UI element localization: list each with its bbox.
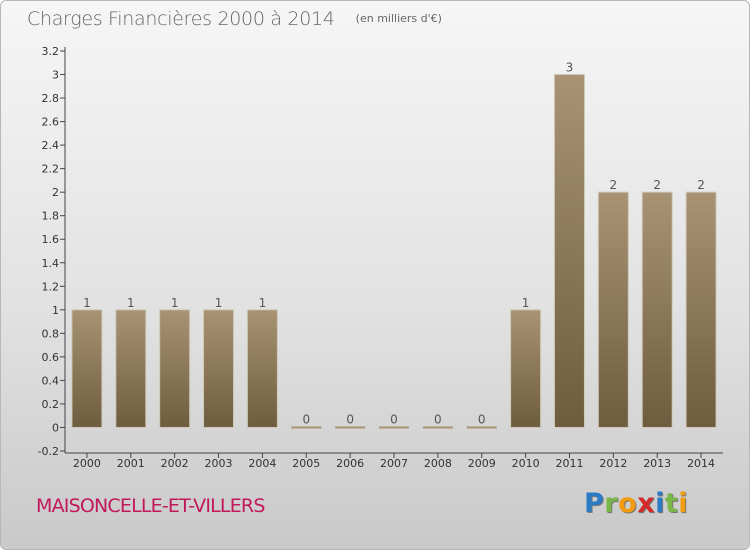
logo-letter: i — [678, 488, 689, 519]
data-label-2005: 0 — [302, 412, 310, 426]
bar-2011 — [553, 74, 585, 428]
x-tick-label-2011: 2011 — [555, 457, 583, 470]
x-tick-label-2009: 2009 — [468, 457, 496, 470]
y-tick-label: 2.4 — [42, 139, 60, 152]
y-tick-label: 2.2 — [42, 163, 60, 176]
y-tick-label: 1.8 — [42, 210, 60, 223]
bar-2002 — [159, 309, 191, 428]
x-tick-label-2012: 2012 — [599, 457, 627, 470]
bar-2003 — [203, 309, 235, 428]
data-label-2001: 1 — [127, 296, 135, 310]
bar-2001 — [115, 309, 147, 428]
y-tick-label: 1.6 — [42, 233, 60, 246]
logo-letter: r — [604, 488, 619, 519]
bar-2005 — [291, 426, 322, 429]
x-tick-label-2013: 2013 — [643, 457, 671, 470]
y-axis: -0.2 0 0.2 0.4 0.6 0.8 1 1.2 1.4 1.6 1.8 2 2.2 2.4 2.6… — [38, 45, 65, 458]
y-tick-label: 0.2 — [42, 398, 60, 411]
logo-letter: t — [664, 488, 679, 519]
chart-title: Charges Financières 2000 à 2014 (en mill… — [27, 8, 442, 30]
y-tick-label: 2.6 — [42, 116, 60, 129]
y-tick-label: 3 — [52, 69, 59, 82]
logo-letter: x — [637, 488, 656, 519]
bar-2012 — [597, 191, 629, 428]
y-tick-label: 2.8 — [42, 92, 60, 105]
bar-2007 — [379, 426, 409, 429]
x-tick-label-2005: 2005 — [292, 457, 320, 470]
x-tick-label-2002: 2002 — [161, 457, 189, 470]
y-tick-label: 1.4 — [42, 257, 60, 270]
data-label-2002: 1 — [171, 296, 179, 310]
y-tick-label: 2 — [52, 186, 59, 199]
bars-group: 1 1 1 1 1 0 0 0 0 0 1 3 2 2 2 — [71, 61, 717, 429]
unit-text: (en milliers d'€) — [355, 12, 442, 25]
data-label-2010: 1 — [522, 296, 530, 310]
y-tick-label: 3.2 — [42, 45, 60, 58]
data-label-2008: 0 — [434, 412, 442, 426]
data-label-2012: 2 — [610, 178, 618, 192]
y-tick-label: -0.2 — [38, 445, 59, 458]
x-tick-label-2006: 2006 — [336, 457, 364, 470]
bar-2008 — [422, 426, 453, 429]
data-label-2007: 0 — [390, 412, 398, 426]
y-tick-label: 1.2 — [42, 280, 60, 293]
x-tick-label-2001: 2001 — [117, 457, 145, 470]
y-tick-label: 0.6 — [42, 351, 60, 364]
x-tick-label-2010: 2010 — [512, 457, 540, 470]
logo-letter: o — [618, 488, 638, 519]
y-tick-label: 0.4 — [42, 374, 60, 387]
x-tick-label-2008: 2008 — [424, 457, 452, 470]
logo-letter: P — [584, 488, 605, 519]
data-label-2014: 2 — [697, 178, 705, 192]
bar-2004 — [246, 309, 278, 428]
x-tick-label-2000: 2000 — [73, 457, 101, 470]
data-label-2011: 3 — [566, 61, 574, 75]
data-label-2009: 0 — [478, 412, 486, 426]
y-tick-label: 0 — [52, 421, 59, 434]
bar-2009 — [466, 426, 497, 429]
x-tick-label-2014: 2014 — [687, 457, 715, 470]
commune-name: MAISONCELLE-ET-VILLERS — [36, 495, 265, 517]
bar-2000 — [71, 309, 103, 428]
bar-2013 — [641, 191, 673, 428]
y-tick-label: 0.8 — [42, 327, 60, 340]
title-text: Charges Financières 2000 à 2014 — [27, 8, 335, 30]
data-label-2004: 1 — [259, 296, 267, 310]
data-label-2003: 1 — [215, 296, 223, 310]
bar-2014 — [685, 191, 717, 428]
data-label-2006: 0 — [346, 412, 354, 426]
x-axis: 2000 2001 2002 2003 2004 2005 2006 2007 2008 2009… — [73, 453, 715, 470]
data-label-2000: 1 — [83, 296, 91, 310]
data-label-2013: 2 — [653, 178, 661, 192]
proxiti-logo[interactable]: Proxiti — [584, 488, 688, 519]
x-tick-label-2004: 2004 — [248, 457, 276, 470]
x-tick-label-2007: 2007 — [380, 457, 408, 470]
bar-2006 — [335, 426, 366, 429]
y-tick-label: 1 — [52, 304, 59, 317]
logo-letter: i — [655, 488, 665, 519]
bar-2010 — [510, 309, 542, 428]
x-tick-label-2003: 2003 — [205, 457, 233, 470]
